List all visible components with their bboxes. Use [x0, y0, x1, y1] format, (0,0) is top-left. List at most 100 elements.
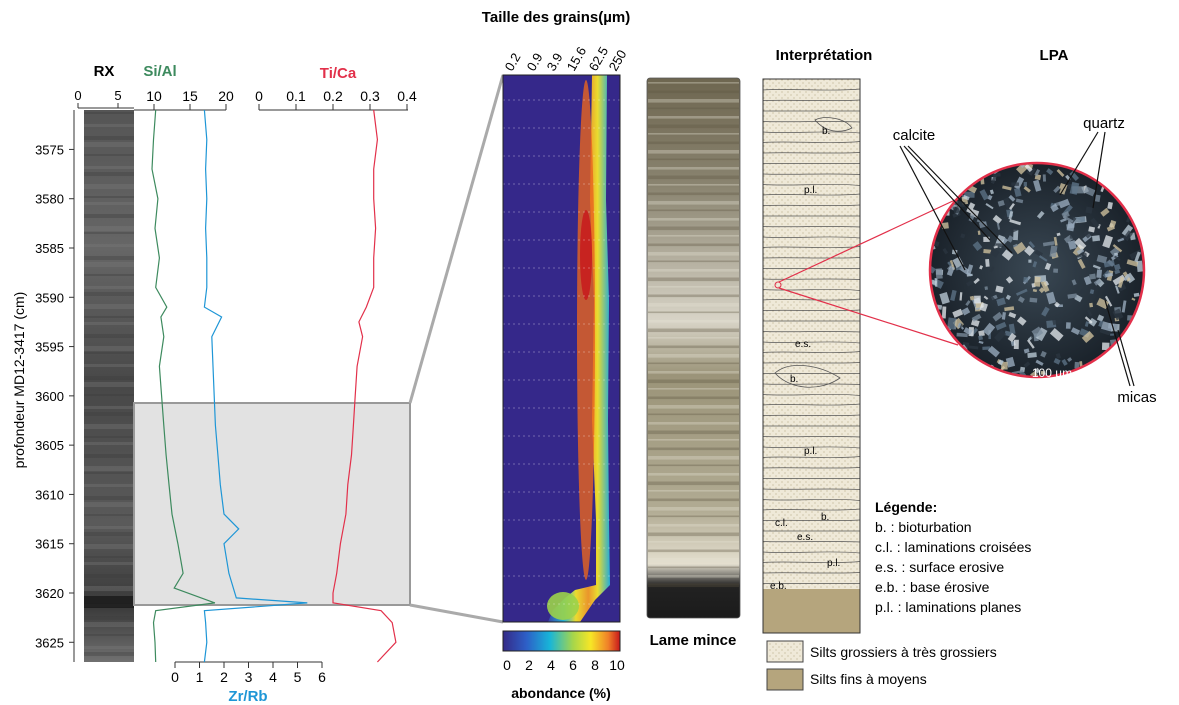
rx-lamina [84, 202, 134, 205]
highlight-interval [134, 403, 410, 605]
thin-lamina [648, 125, 739, 129]
lpa-crystal [1089, 303, 1093, 308]
colorbar-gradient [503, 631, 620, 651]
rx-lamina [84, 304, 134, 309]
lpa-crystal [1104, 178, 1109, 183]
thin-lamina [648, 584, 739, 588]
interp-label: e.s. [797, 532, 813, 543]
lpa-crystal [1134, 334, 1143, 345]
grain-size-tick: 15.6 [564, 44, 590, 73]
rx-lamina [84, 586, 134, 591]
rx-lamina [84, 562, 134, 565]
rx-lamina [84, 226, 134, 231]
thin-lamina [648, 303, 739, 307]
lpa-crystal [1131, 182, 1138, 187]
rx-lamina [84, 112, 134, 114]
si-al-title: Si/Al [143, 63, 176, 80]
lpa-crystal [1137, 314, 1142, 324]
lpa-crystal [1089, 274, 1096, 280]
rx-lamina [84, 442, 134, 445]
rx-lamina [84, 256, 134, 260]
thin-lamina [648, 244, 739, 247]
rx-lamina [84, 184, 134, 189]
thin-lamina [648, 201, 739, 205]
lpa-crystal [1028, 260, 1031, 263]
rx-lamina [84, 352, 134, 354]
thin-lamina [648, 439, 739, 441]
thin-lamina [648, 516, 739, 518]
zr-rb-tick: 3 [245, 669, 253, 685]
lpa-crystal [985, 163, 994, 172]
thin-lamina [648, 286, 739, 288]
interp-label: b. [821, 512, 829, 523]
grain-size-tick: 0.2 [502, 50, 524, 73]
lpa-crystal [945, 162, 953, 170]
rx-lamina [84, 502, 134, 507]
rx-lamina [84, 556, 134, 558]
depth-tick-label: 3600 [35, 389, 64, 404]
lpa-crystal [1108, 353, 1120, 365]
thin-lamina [648, 99, 739, 103]
lpa-crystal [970, 162, 979, 170]
thin-lamina [648, 397, 739, 400]
lpa-crystal [1135, 220, 1142, 227]
lpa-crystal [926, 321, 933, 328]
lpa-crystal [1011, 182, 1019, 186]
thin-lamina [648, 575, 739, 578]
thin-lamina [648, 363, 739, 365]
thin-lamina [648, 235, 739, 237]
lpa-crystal [1070, 233, 1078, 240]
thin-lamina [648, 133, 739, 135]
lpa-crystal [1014, 340, 1019, 349]
lpa-crystal [1023, 277, 1028, 283]
thin-lamina [648, 252, 739, 256]
rx-lamina [84, 334, 134, 338]
facies-fine-label: Silts fins à moyens [810, 671, 927, 687]
lpa-crystal [1078, 369, 1086, 378]
rx-lamina [84, 466, 134, 471]
rx-lamina [84, 574, 134, 578]
thin-lamina [648, 176, 739, 180]
interp-label: p.l. [827, 558, 840, 569]
lpa-crystal [1135, 158, 1139, 164]
lpa-crystal [1131, 169, 1141, 182]
lpa-crystal [939, 372, 944, 377]
thin-lamina [648, 142, 739, 145]
rx-lamina [84, 154, 134, 156]
lpa-crystal [1053, 268, 1058, 272]
lpa-crystal [1130, 336, 1141, 342]
thin-lamina [648, 108, 739, 110]
heatmap-base-blob [547, 592, 579, 620]
lpa-crystal [947, 178, 952, 182]
lpa-crystal [1085, 207, 1092, 214]
thin-lamina [648, 550, 739, 553]
depth-ticks: 3575358035853590359536003605361036153620… [35, 142, 74, 650]
thin-lamina [648, 541, 739, 543]
depth-tick-label: 3620 [35, 586, 64, 601]
depth-tick-label: 3585 [35, 241, 64, 256]
lpa-crystal [1043, 174, 1046, 181]
lpa-crystal [1140, 165, 1144, 169]
ti-ca-tick: 0 [255, 88, 263, 104]
thin-lamina [648, 490, 739, 492]
rx-lamina [84, 286, 134, 289]
thin-lamina [648, 388, 739, 390]
si-al-tick: 10 [146, 88, 162, 104]
depth-axis-label: profondeur MD12-3417 (cm) [11, 292, 27, 469]
thin-lamina [648, 371, 739, 374]
rx-tick: 5 [114, 88, 121, 103]
rx-lamina [84, 232, 134, 234]
lpa-crystal [1110, 333, 1114, 335]
thin-lamina [648, 482, 739, 486]
rx-lamina [84, 364, 134, 367]
thin-lamina [648, 295, 739, 298]
lpa-crystal [935, 268, 942, 279]
colorbar-tick: 2 [525, 657, 533, 673]
rx-lamina [84, 622, 134, 627]
legend-item: e.b. : base érosive [875, 579, 990, 595]
thin-lamina [648, 473, 739, 476]
interpretation-fine-facies [763, 589, 860, 633]
thin-lamina [648, 116, 739, 119]
lpa-panel: LPA 100 µm calcite quartz micas [893, 47, 1157, 406]
rx-lamina [84, 646, 134, 649]
